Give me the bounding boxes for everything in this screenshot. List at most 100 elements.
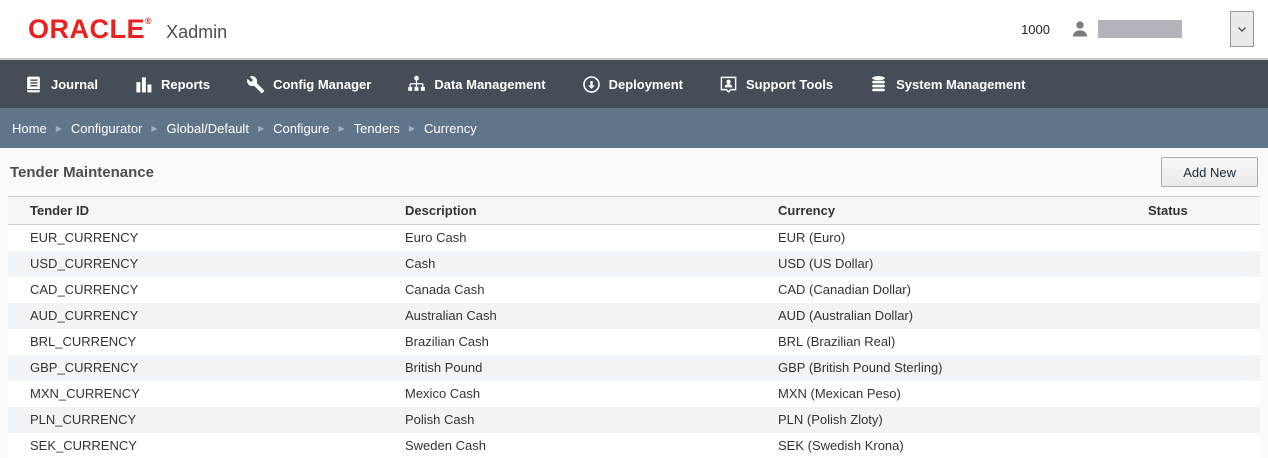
title-row: Tender Maintenance Add New — [8, 148, 1260, 196]
breadcrumb-separator-icon: ▶ — [257, 123, 265, 133]
column-header-tender-id: Tender ID — [8, 196, 383, 225]
tender-table: Tender ID Description Currency Status EU… — [8, 196, 1260, 458]
cell-currency: GBP (British Pound Sterling) — [778, 360, 943, 375]
column-header-currency: Currency — [756, 196, 1126, 225]
cell-tender-id: MXN_CURRENCY — [30, 386, 140, 401]
cell-status — [1126, 225, 1260, 251]
breadcrumb-currency[interactable]: Currency — [424, 120, 477, 136]
cell-description: Mexico Cash — [405, 386, 481, 401]
table-row[interactable]: CAD_CURRENCY Canada Cash CAD (Canadian D… — [8, 277, 1260, 303]
cell-tender-id: SEK_CURRENCY — [30, 438, 137, 453]
breadcrumb-separator-icon: ▶ — [55, 123, 62, 133]
nav-label: Data Management — [434, 76, 546, 92]
table-row[interactable]: PLN_CURRENCY Polish Cash PLN (Polish Zlo… — [8, 406, 1260, 433]
cell-status — [1126, 277, 1260, 303]
breadcrumb-separator-icon: ▶ — [408, 123, 416, 133]
breadcrumb-global-default[interactable]: Global/Default — [166, 120, 249, 136]
cell-tender-id: AUD_CURRENCY — [30, 308, 139, 323]
cell-status — [1126, 329, 1260, 355]
cell-tender-id: CAD_CURRENCY — [30, 282, 139, 297]
nav-label: Reports — [160, 76, 211, 92]
cell-status — [1126, 251, 1260, 277]
journal-icon — [27, 76, 40, 92]
cell-currency: EUR (Euro) — [778, 230, 846, 246]
cell-tender-id: USD_CURRENCY — [30, 256, 139, 271]
table-row[interactable]: GBP_CURRENCY British Pound GBP (British … — [8, 354, 1260, 381]
content-area: Tender Maintenance Add New Tender ID Des… — [0, 148, 1268, 458]
org-code: 1000 — [1021, 21, 1050, 37]
table-header-row: Tender ID Description Currency Status — [8, 196, 1260, 225]
nav-label: Support Tools — [745, 76, 834, 92]
nav-label: Config Manager — [273, 76, 372, 92]
config-manager-icon — [247, 75, 265, 93]
breadcrumb-separator-icon: ▶ — [151, 123, 158, 133]
cell-currency: BRL (Brazilian Real) — [778, 334, 896, 349]
cell-description: Brazilian Cash — [405, 334, 489, 349]
brand: ORACLE® Xadmin — [28, 14, 227, 44]
nav-item-support-tools[interactable]: Support Tools — [719, 75, 833, 94]
nav-label: System Management — [896, 76, 1026, 92]
cell-status — [1126, 407, 1260, 433]
cell-currency: AUD (Australian Dollar) — [778, 308, 914, 323]
cell-description: Euro Cash — [405, 230, 467, 246]
cell-description: Sweden Cash — [405, 438, 486, 453]
person-icon — [1072, 21, 1088, 37]
breadcrumb-configurator[interactable]: Configurator — [70, 120, 143, 136]
add-new-button[interactable]: Add New — [1161, 157, 1258, 187]
table-row[interactable]: AUD_CURRENCY Australian Cash AUD (Austra… — [8, 302, 1260, 329]
nav-item-system-management[interactable]: System Management — [869, 75, 1025, 94]
nav-item-reports[interactable]: Reports — [134, 75, 210, 94]
cell-description: Polish Cash — [405, 412, 475, 427]
nav-label: Deployment — [608, 76, 683, 92]
cell-description: Cash — [405, 256, 436, 271]
table-row[interactable]: BRL_CURRENCY Brazilian Cash BRL (Brazili… — [8, 329, 1260, 355]
cell-description: Canada Cash — [405, 282, 485, 297]
cell-tender-id: PLN_CURRENCY — [30, 412, 137, 427]
data-management-icon — [408, 75, 426, 91]
chevron-down-icon — [1238, 27, 1246, 33]
table-row[interactable]: SEK_CURRENCY Sweden Cash SEK (Swedish Kr… — [8, 433, 1260, 458]
cell-tender-id: EUR_CURRENCY — [30, 230, 139, 246]
header-dropdown-button[interactable] — [1230, 11, 1254, 47]
cell-status — [1126, 355, 1260, 381]
header-right: 1000 — [1021, 11, 1258, 47]
breadcrumb: Home ▶ Configurator ▶ Global/Default ▶ C… — [0, 108, 1268, 148]
breadcrumb-separator-icon: ▶ — [338, 123, 345, 133]
table-row[interactable]: EUR_CURRENCY Euro Cash EUR (Euro) — [8, 225, 1260, 251]
column-header-status: Status — [1126, 196, 1260, 225]
breadcrumb-tenders[interactable]: Tenders — [353, 120, 400, 136]
breadcrumb-configure[interactable]: Configure — [273, 120, 330, 136]
cell-status — [1126, 433, 1260, 458]
column-header-description: Description — [383, 196, 756, 225]
nav-item-journal[interactable]: Journal — [24, 75, 98, 94]
cell-currency: PLN (Polish Zloty) — [778, 412, 883, 427]
support-tools-icon — [720, 76, 737, 93]
deployment-icon — [582, 75, 600, 93]
table-row[interactable]: USD_CURRENCY Cash USD (US Dollar) — [8, 250, 1260, 277]
main-nav: Journal Reports Config Manager — [0, 60, 1268, 108]
table-row[interactable]: MXN_CURRENCY Mexico Cash MXN (Mexican Pe… — [8, 381, 1260, 407]
user-name-redacted — [1098, 20, 1182, 38]
system-management-icon — [872, 75, 885, 91]
reports-icon — [136, 76, 152, 92]
top-header: ORACLE® Xadmin 1000 — [0, 0, 1268, 60]
nav-item-data-management[interactable]: Data Management — [407, 75, 546, 94]
nav-item-config-manager[interactable]: Config Manager — [246, 75, 371, 94]
cell-currency: CAD (Canadian Dollar) — [778, 282, 911, 297]
cell-description: British Pound — [405, 360, 483, 375]
nav-item-deployment[interactable]: Deployment — [582, 75, 683, 94]
page-title: Tender Maintenance — [10, 163, 154, 181]
breadcrumb-home[interactable]: Home — [12, 120, 47, 136]
cell-description: Australian Cash — [405, 308, 497, 323]
cell-status — [1126, 381, 1260, 407]
cell-tender-id: GBP_CURRENCY — [30, 360, 139, 375]
cell-tender-id: BRL_CURRENCY — [30, 334, 137, 349]
registered-mark: ® — [145, 16, 153, 26]
cell-currency: SEK (Swedish Krona) — [778, 438, 904, 453]
nav-label: Journal — [51, 76, 98, 92]
cell-currency: USD (US Dollar) — [778, 256, 874, 271]
cell-status — [1126, 303, 1260, 329]
app-name: Xadmin — [166, 21, 228, 42]
cell-currency: MXN (Mexican Peso) — [778, 386, 901, 401]
